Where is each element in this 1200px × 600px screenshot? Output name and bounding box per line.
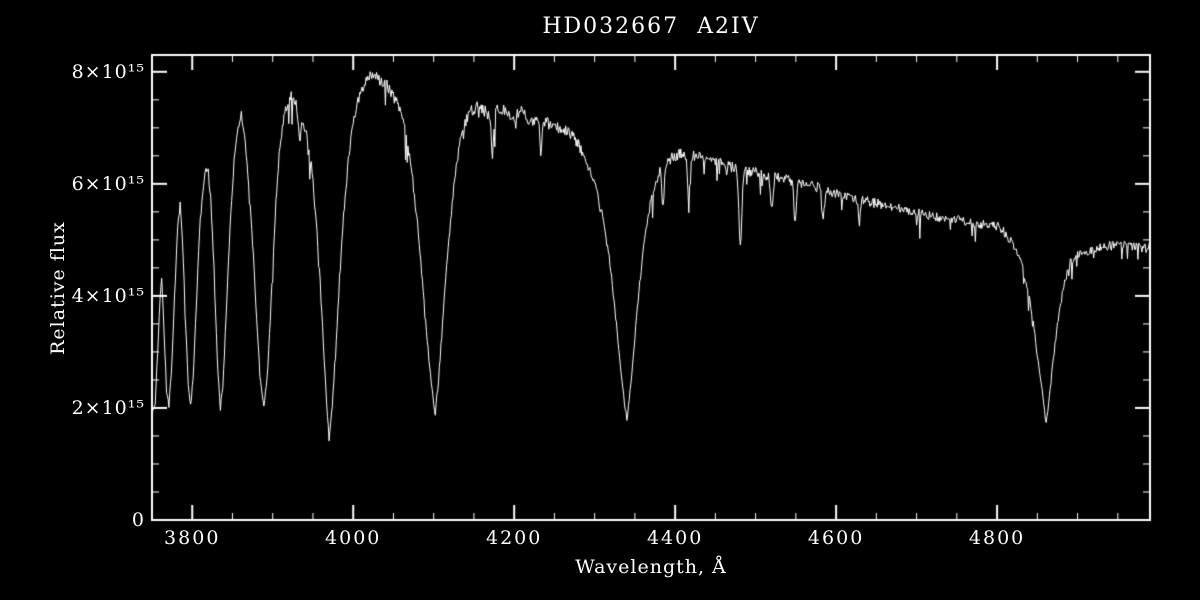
y-tick-label: 6×10¹⁵ xyxy=(71,172,145,195)
x-tick-label: 4000 xyxy=(325,527,382,549)
y-tick-label: 2×10¹⁵ xyxy=(71,396,145,419)
x-axis-label: Wavelength, Å xyxy=(575,556,727,578)
y-tick-label: 8×10¹⁵ xyxy=(71,60,145,83)
x-tick-label: 4200 xyxy=(485,527,543,549)
y-tick-label: 0 xyxy=(131,509,145,531)
x-tick-label: 4600 xyxy=(807,527,865,549)
chart-title: HD032667 A2IV xyxy=(542,14,760,39)
x-tick-label: 4800 xyxy=(968,527,1026,549)
x-tick-label: 3800 xyxy=(164,527,221,549)
y-tick-label: 4×10¹⁵ xyxy=(71,284,145,307)
x-tick-label: 4400 xyxy=(646,527,704,549)
